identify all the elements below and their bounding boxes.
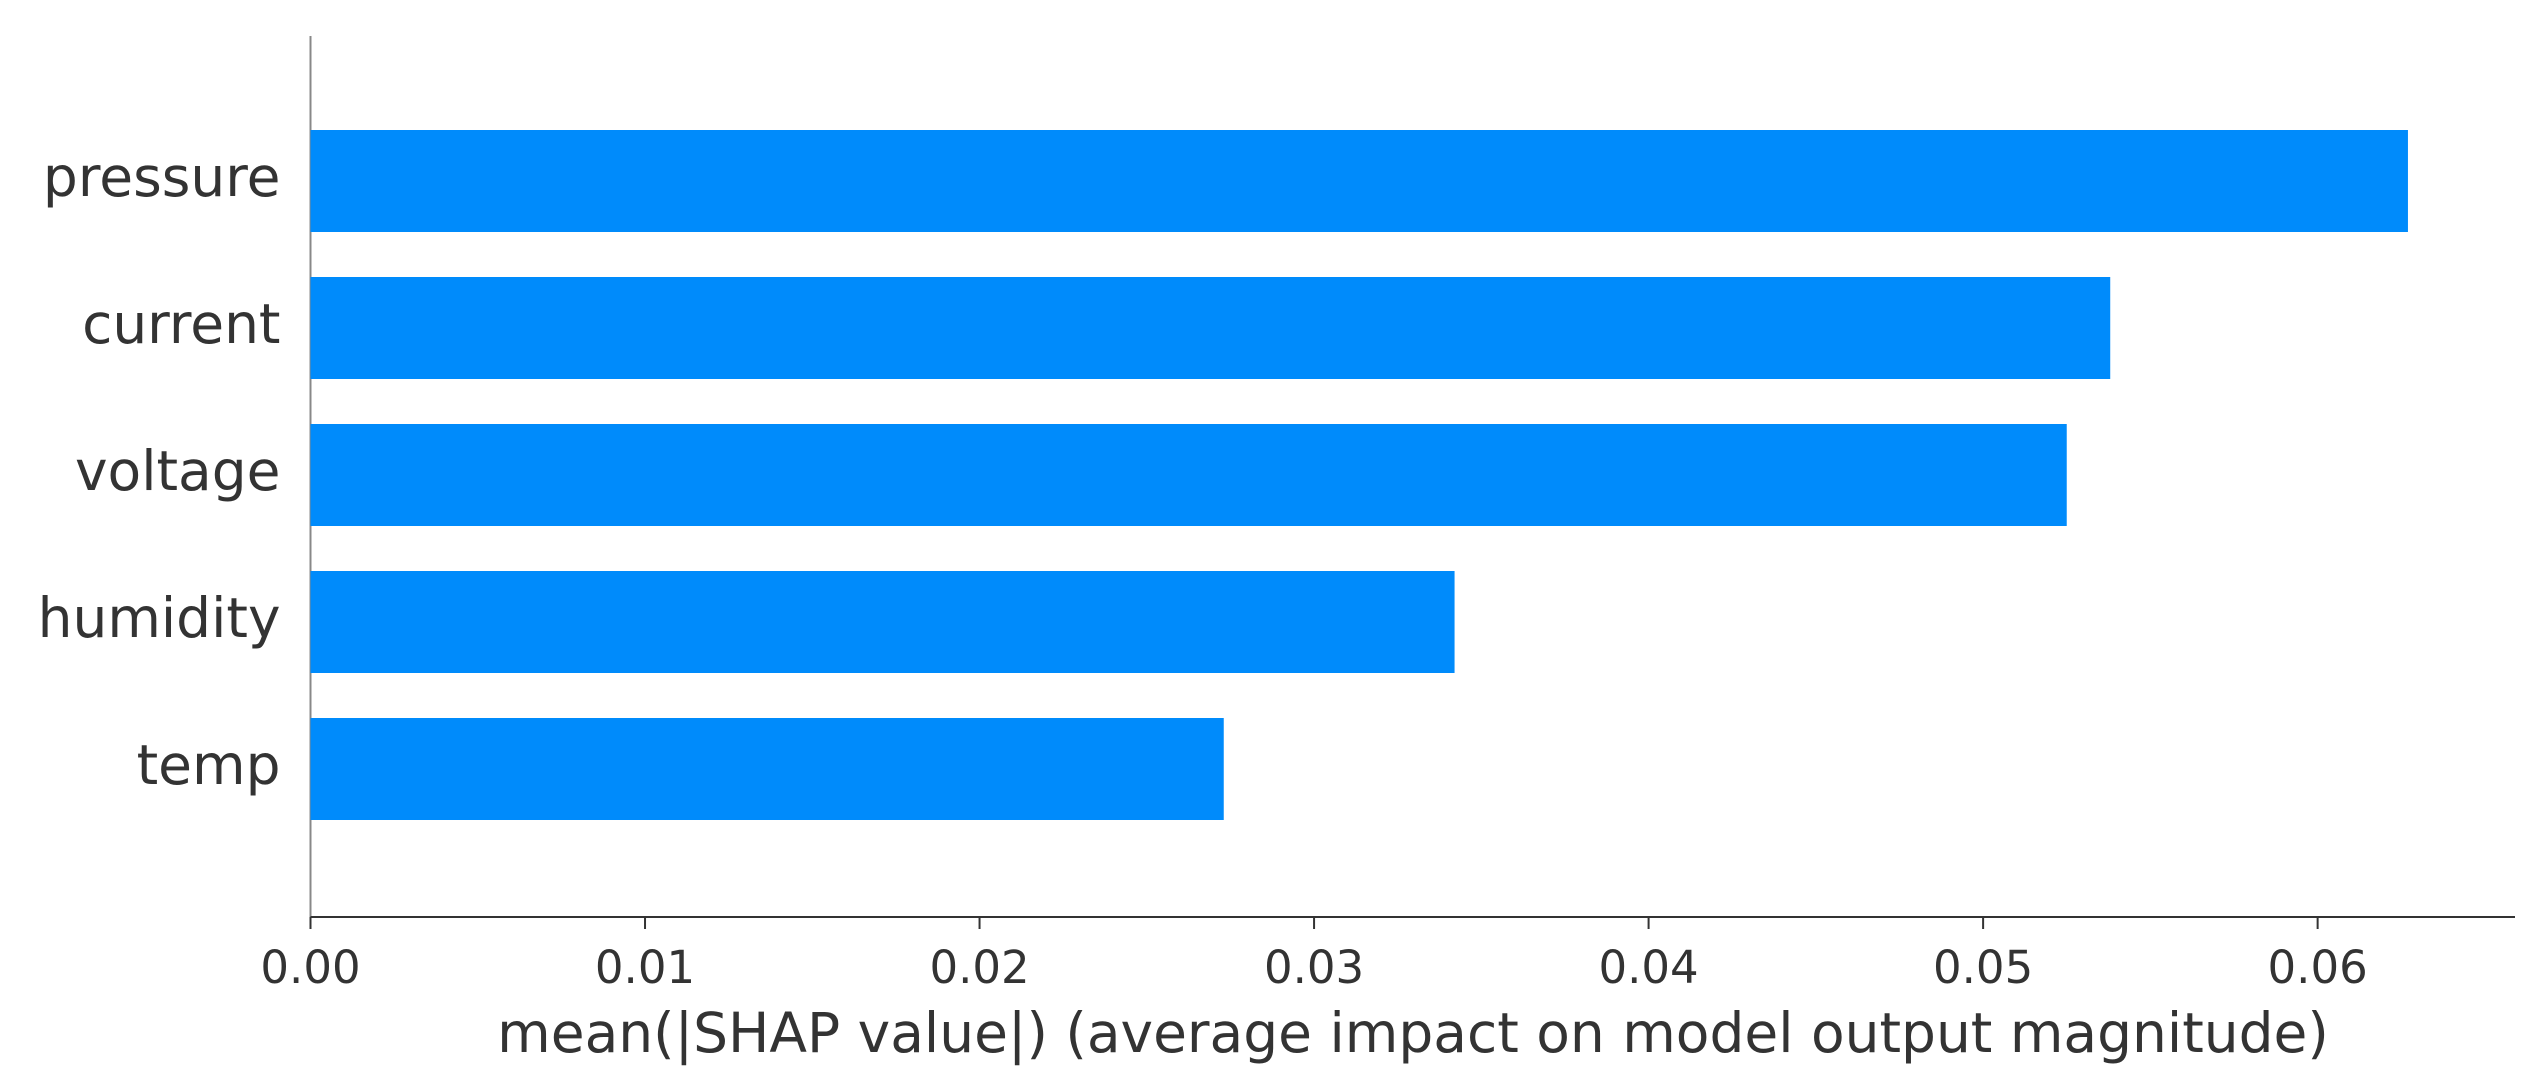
x-tick-label: 0.06 (2268, 941, 2368, 994)
bar (310, 277, 2111, 379)
bar (310, 718, 1224, 820)
y-tick-label: current (82, 292, 280, 356)
y-tick-label: humidity (38, 586, 281, 650)
y-tick-label: pressure (43, 145, 281, 209)
x-tick-label: 0.03 (1264, 941, 1364, 994)
x-tick-label: 0.04 (1598, 941, 1698, 994)
x-tick-label: 0.05 (1933, 941, 2033, 994)
bar (310, 130, 2408, 232)
y-tick-label: temp (137, 733, 281, 797)
bar (310, 424, 2067, 526)
x-tick-label: 0.00 (260, 941, 360, 994)
y-tick-label: voltage (75, 439, 281, 503)
bar (310, 571, 1455, 673)
x-axis-label: mean(|SHAP value|) (average impact on mo… (497, 1001, 2329, 1066)
x-tick-label: 0.02 (929, 941, 1029, 994)
x-tick-label: 0.01 (595, 941, 695, 994)
